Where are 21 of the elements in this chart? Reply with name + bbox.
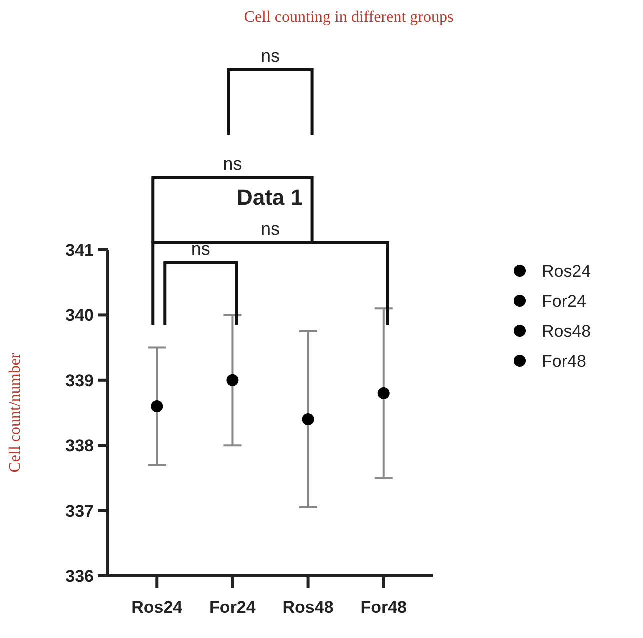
x-tick-label: Ros48 bbox=[282, 598, 334, 617]
chart-title: Cell counting in different groups bbox=[244, 9, 454, 26]
x-tick-label: Ros24 bbox=[132, 598, 184, 617]
legend-label: For24 bbox=[542, 292, 586, 311]
y-tick-label: 338 bbox=[66, 436, 94, 456]
y-tick-label: 339 bbox=[66, 371, 94, 390]
x-tick-label: For48 bbox=[360, 598, 408, 617]
text: ns bbox=[223, 154, 242, 174]
text: ns bbox=[260, 46, 280, 66]
legend-label: For48 bbox=[542, 352, 586, 371]
y-tick-label: 340 bbox=[66, 306, 94, 326]
y-tick-label: 336 bbox=[66, 566, 94, 586]
x-tick-label: For24 bbox=[210, 598, 256, 617]
y-axis-title: Cell count/number bbox=[7, 352, 24, 473]
legend-label: Ros24 bbox=[542, 262, 592, 281]
text: ns bbox=[260, 219, 280, 239]
y-tick-label: 337 bbox=[66, 502, 94, 521]
annotation: ns bbox=[191, 239, 210, 259]
y-tick-label: 341 bbox=[66, 240, 94, 260]
chart-subtitle: Data 1 bbox=[236, 185, 304, 210]
legend-label: Ros48 bbox=[542, 322, 592, 341]
